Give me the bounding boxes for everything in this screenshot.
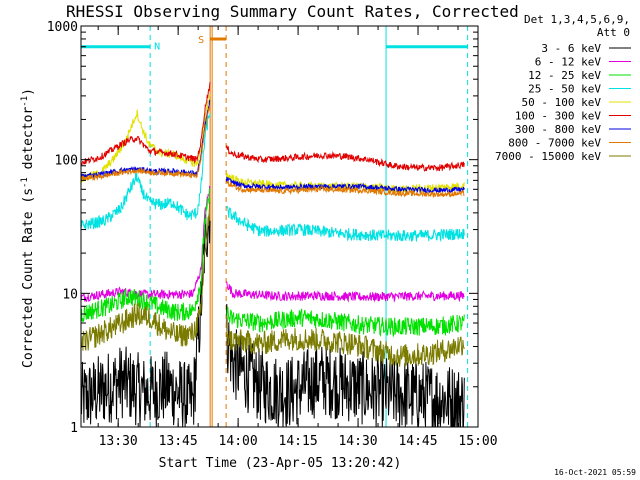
legend-label: 12 - 25 keV — [528, 69, 601, 82]
legend-label: 100 - 300 keV — [515, 110, 601, 123]
x-tick-label: 14:30 — [338, 434, 377, 449]
y-axis-label-part: detector — [21, 107, 36, 178]
legend-label: 800 - 7000 keV — [508, 137, 601, 150]
y-tick-label: 1000 — [47, 20, 78, 35]
x-tick-label: 14:15 — [279, 434, 318, 449]
legend-header-line: Det 1,3,4,5,6,9, — [524, 13, 630, 26]
y-axis-label-exponent: -1 — [20, 96, 30, 107]
timestamp: 16-Oct-2021 05:59 — [554, 468, 636, 477]
legend-label: 6 - 12 keV — [535, 56, 602, 69]
plot-frame — [80, 25, 479, 428]
legend-label: 50 - 100 keV — [522, 96, 602, 109]
x-tick-label: 14:45 — [398, 434, 437, 449]
chart-title: RHESSI Observing Summary Count Rates, Co… — [66, 2, 519, 21]
y-axis-label-part: ) — [21, 88, 36, 96]
annotation-layer: NS — [81, 26, 469, 427]
legend-label: 3 - 6 keV — [541, 42, 601, 55]
legend-label: 300 - 800 keV — [515, 123, 601, 136]
x-tick-label: 15:00 — [458, 434, 497, 449]
series-line — [80, 187, 465, 338]
x-tick-label: 13:30 — [99, 434, 138, 449]
y-axis-label: Corrected Count Rate (s-1 detector-1) — [20, 88, 36, 368]
legend-label: 7000 - 15000 keV — [495, 150, 601, 163]
y-tick-label: 100 — [55, 154, 78, 169]
legend-label: 25 - 50 keV — [528, 83, 601, 96]
night-marker-label: N — [154, 42, 160, 53]
series-line — [80, 113, 465, 243]
series-line — [80, 213, 465, 428]
x-axis-label: Start Time (23-Apr-05 13:20:42) — [159, 456, 402, 471]
y-axis-label-part: Corrected Count Rate (s — [21, 188, 36, 368]
series-line — [80, 186, 465, 303]
saa-marker-label: S — [198, 35, 204, 46]
axis-layer: 13:30 13:45 14:00 14:15 14:30 14:45 15:00 1 10 10… — [47, 20, 498, 449]
series-line — [80, 81, 465, 172]
series-layer — [80, 81, 465, 428]
legend-header-line: Att 0 — [597, 26, 630, 39]
y-tick-label: 10 — [62, 287, 78, 302]
x-tick-label: 13:45 — [159, 434, 198, 449]
series-line — [80, 104, 465, 199]
y-axis-label-exponent: -1 — [20, 177, 30, 188]
series-line — [80, 201, 465, 367]
y-tick-label: 1 — [70, 421, 78, 436]
x-tick-label: 14:00 — [219, 434, 258, 449]
series-line — [80, 99, 465, 195]
